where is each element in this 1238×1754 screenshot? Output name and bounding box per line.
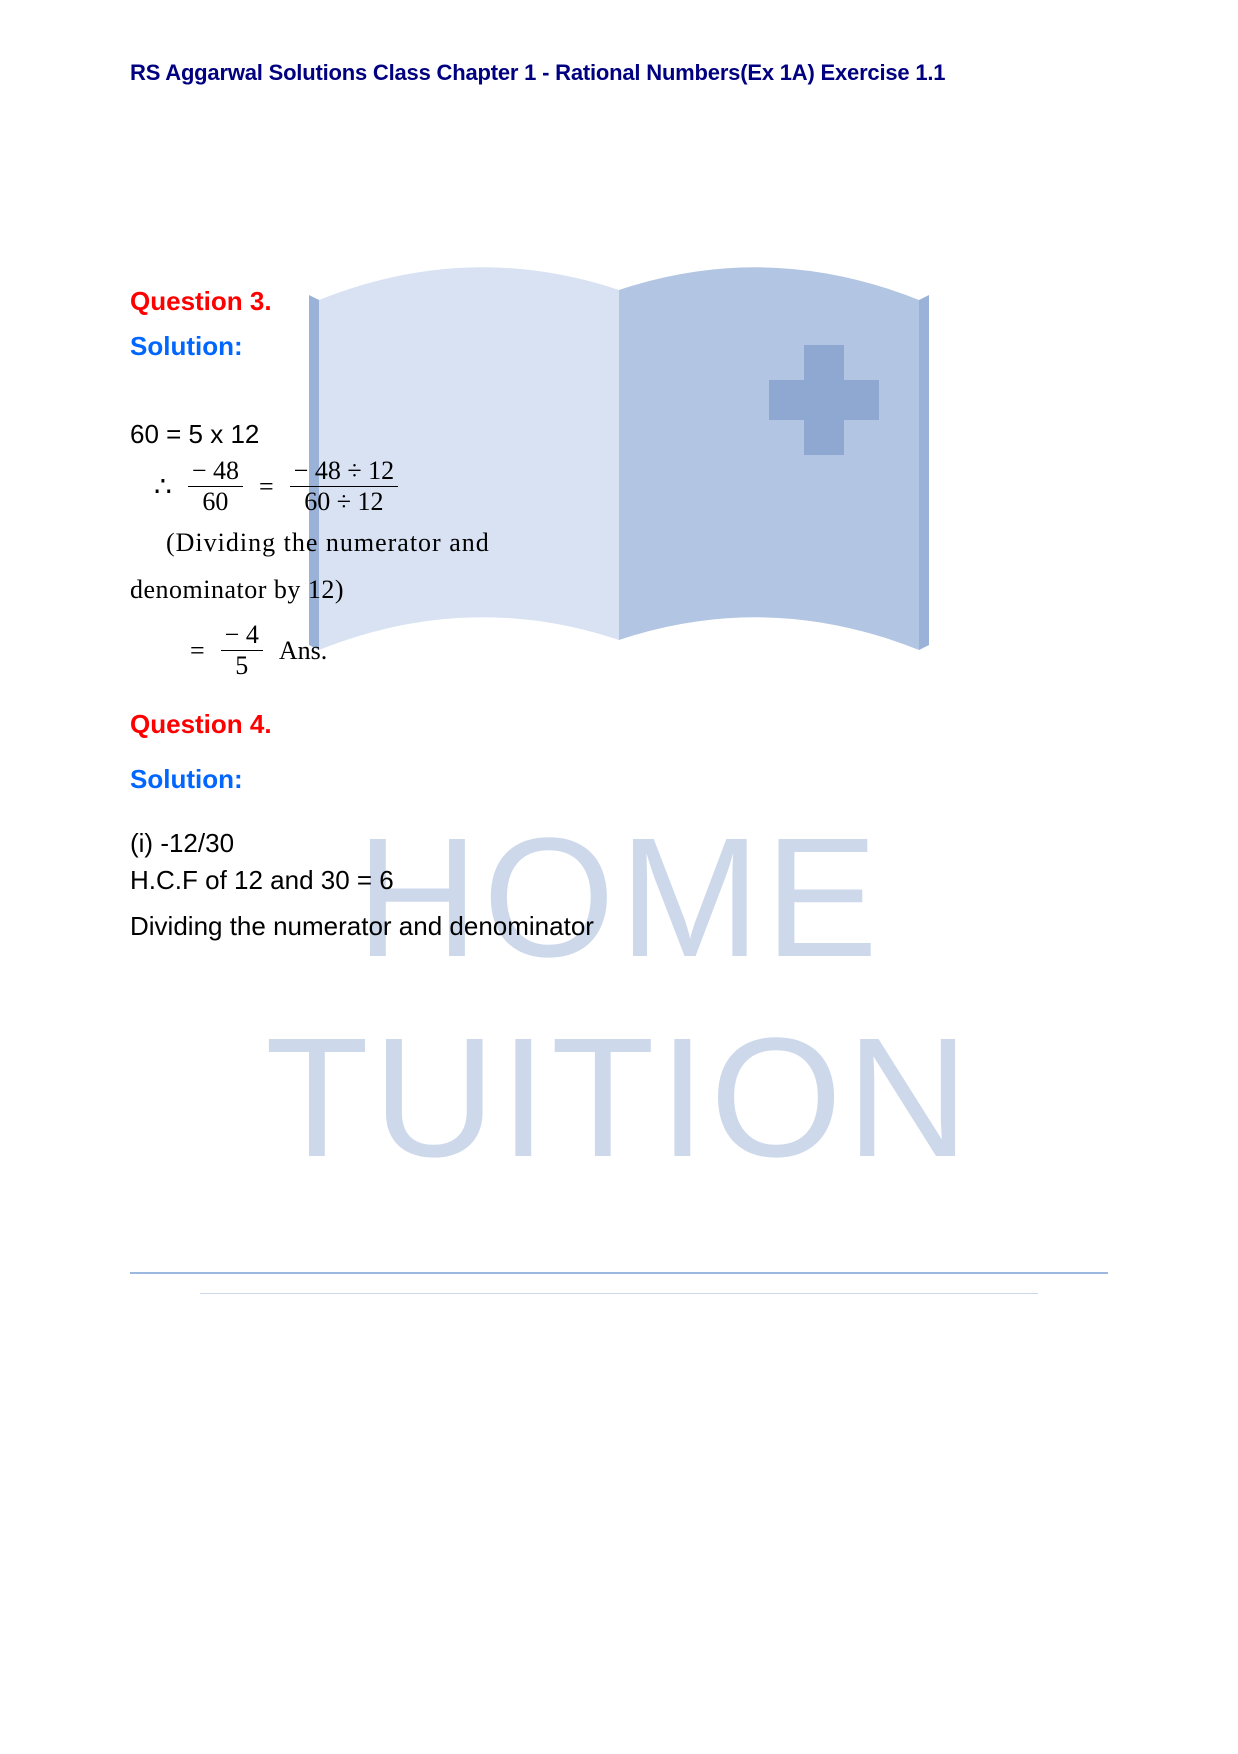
q3-note-l1: (Dividing the numerator and <box>166 525 726 561</box>
question-3-label: Question 3. <box>130 286 1108 317</box>
q3-frac2-num: − 48 ÷ 12 <box>290 458 398 487</box>
page-header: RS Aggarwal Solutions Class Chapter 1 - … <box>130 60 1108 86</box>
q3-answer: = − 4 5 Ans. <box>190 622 1108 679</box>
question-4-label: Question 4. <box>130 709 1108 740</box>
q3-ans-num: − 4 <box>221 622 263 651</box>
therefore-symbol: ∴ <box>154 470 172 504</box>
q3-note-l2: denominator by 12) <box>130 572 690 608</box>
footer-rule-2 <box>200 1293 1038 1294</box>
footer-rule-1 <box>130 1272 1108 1274</box>
q3-line1: 60 = 5 x 12 <box>130 416 1108 452</box>
q4-line3: Dividing the numerator and denominator <box>130 908 1108 944</box>
ans-text: Ans. <box>279 636 327 666</box>
q3-frac2: − 48 ÷ 12 60 ÷ 12 <box>290 458 398 515</box>
solution-3-label: Solution: <box>130 331 1108 362</box>
page-content: RS Aggarwal Solutions Class Chapter 1 - … <box>0 0 1238 944</box>
equals-2: = <box>190 636 205 666</box>
q4-line2: H.C.F of 12 and 30 = 6 <box>130 862 1108 898</box>
q4-line1: (i) -12/30 <box>130 825 1108 861</box>
q3-ans-den: 5 <box>231 651 252 679</box>
q3-equation: ∴ − 48 60 = − 48 ÷ 12 60 ÷ 12 <box>154 458 1108 515</box>
q3-ans-frac: − 4 5 <box>221 622 263 679</box>
solution-4-label: Solution: <box>130 764 1108 795</box>
q3-frac1-den: 60 <box>198 487 232 515</box>
q3-frac1: − 48 60 <box>188 458 243 515</box>
watermark-line2: TUITION <box>265 1000 973 1196</box>
q3-frac2-den: 60 ÷ 12 <box>300 487 387 515</box>
q3-frac1-num: − 48 <box>188 458 243 487</box>
equals-1: = <box>259 472 274 502</box>
